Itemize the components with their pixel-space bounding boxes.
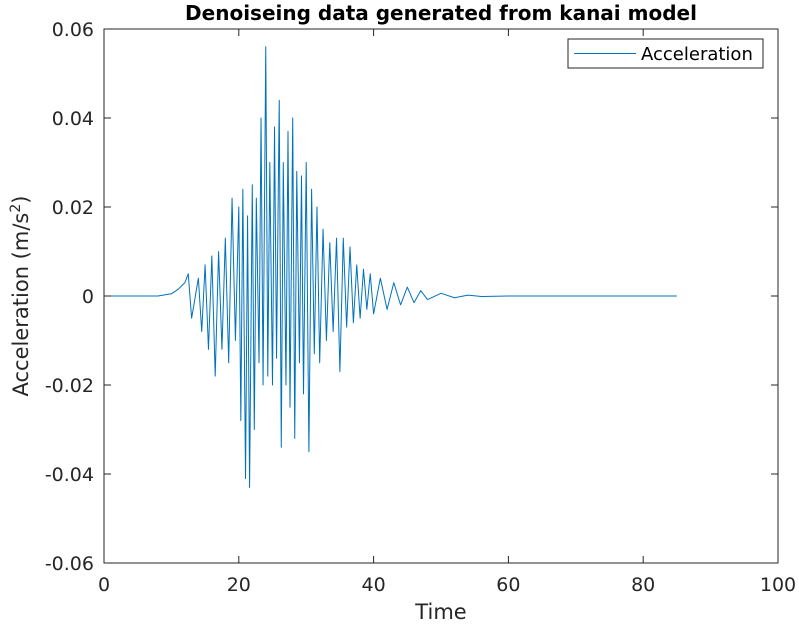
- ticks-layer: 0 20 40 60 80 100 -0.06 -0.04 -0.02 0 0.02 0.04 0.06: [45, 19, 796, 596]
- x-axis-label: Time: [414, 600, 466, 624]
- x-tick-label: 80: [631, 574, 655, 596]
- y-tick-label: 0.04: [52, 108, 94, 130]
- x-tick-label: 40: [362, 574, 386, 596]
- y-tick-label: -0.02: [45, 375, 94, 397]
- y-axis-label: Acceleration (m/s2): [8, 196, 33, 397]
- y-tick-label: -0.04: [45, 464, 94, 486]
- y-tick-label: -0.06: [45, 553, 94, 575]
- legend-label: Acceleration: [641, 44, 753, 65]
- legend: Acceleration: [567, 38, 764, 69]
- x-tick-label: 60: [496, 574, 520, 596]
- data-layer: [104, 46, 677, 488]
- series-line-0: [104, 46, 677, 488]
- y-axis-label-superscript: 2: [8, 204, 24, 213]
- chart-title: Denoiseing data generated from kanai mod…: [185, 1, 697, 25]
- y-tick-label: 0.02: [52, 197, 94, 219]
- x-tick-label: 100: [760, 574, 796, 596]
- x-tick-label: 0: [98, 574, 110, 596]
- y-tick-label: 0.06: [52, 19, 94, 41]
- y-axis-label-main: Acceleration (m/s: [9, 213, 33, 397]
- x-tick-label: 20: [227, 574, 251, 596]
- y-tick-label: 0: [82, 286, 94, 308]
- y-axis-label-close: ): [9, 196, 33, 204]
